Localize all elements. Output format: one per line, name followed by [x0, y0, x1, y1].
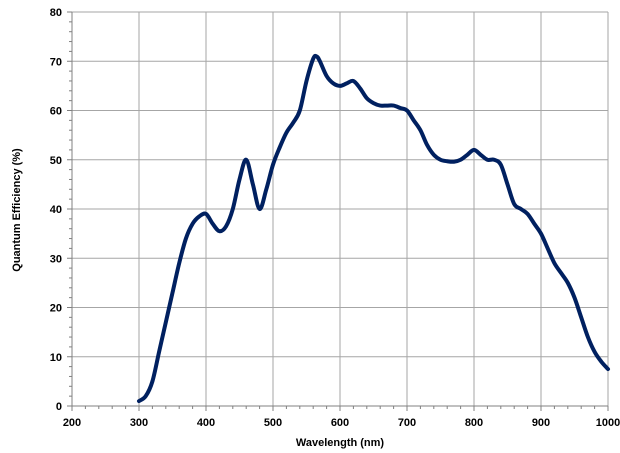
y-tick-label: 70: [50, 56, 62, 68]
y-tick-label: 60: [50, 106, 62, 118]
y-tick-label: 40: [50, 204, 62, 216]
x-tick-label: 1000: [596, 417, 620, 429]
axis-layer: [67, 11, 609, 411]
x-tick-label: 500: [264, 417, 282, 429]
series-line: [137, 53, 610, 404]
x-tick-label: 600: [331, 417, 349, 429]
y-tick-label: 50: [50, 155, 62, 167]
y-tick-label: 20: [50, 303, 62, 315]
x-tick-label: 400: [197, 417, 215, 429]
tick-label-layer: 200 300 400 500 600 700 800 900 1000 0 10 20 30 40 50 6…: [50, 7, 620, 429]
y-tick-label: 10: [50, 352, 62, 364]
grid-layer: [72, 11, 609, 406]
y-tick-label: 0: [56, 401, 62, 413]
x-tick-label: 800: [465, 417, 483, 429]
y-tick-label: 80: [50, 7, 62, 19]
x-tick-label: 300: [130, 417, 148, 429]
x-tick-label: 700: [398, 417, 416, 429]
x-axis-title: Wavelength (nm): [296, 437, 385, 449]
series-layer: [137, 53, 610, 404]
y-axis-title: Quantum Efficiency (%): [11, 148, 23, 272]
x-tick-label: 900: [532, 417, 550, 429]
x-tick-label: 200: [63, 417, 81, 429]
y-tick-label: 30: [50, 253, 62, 265]
